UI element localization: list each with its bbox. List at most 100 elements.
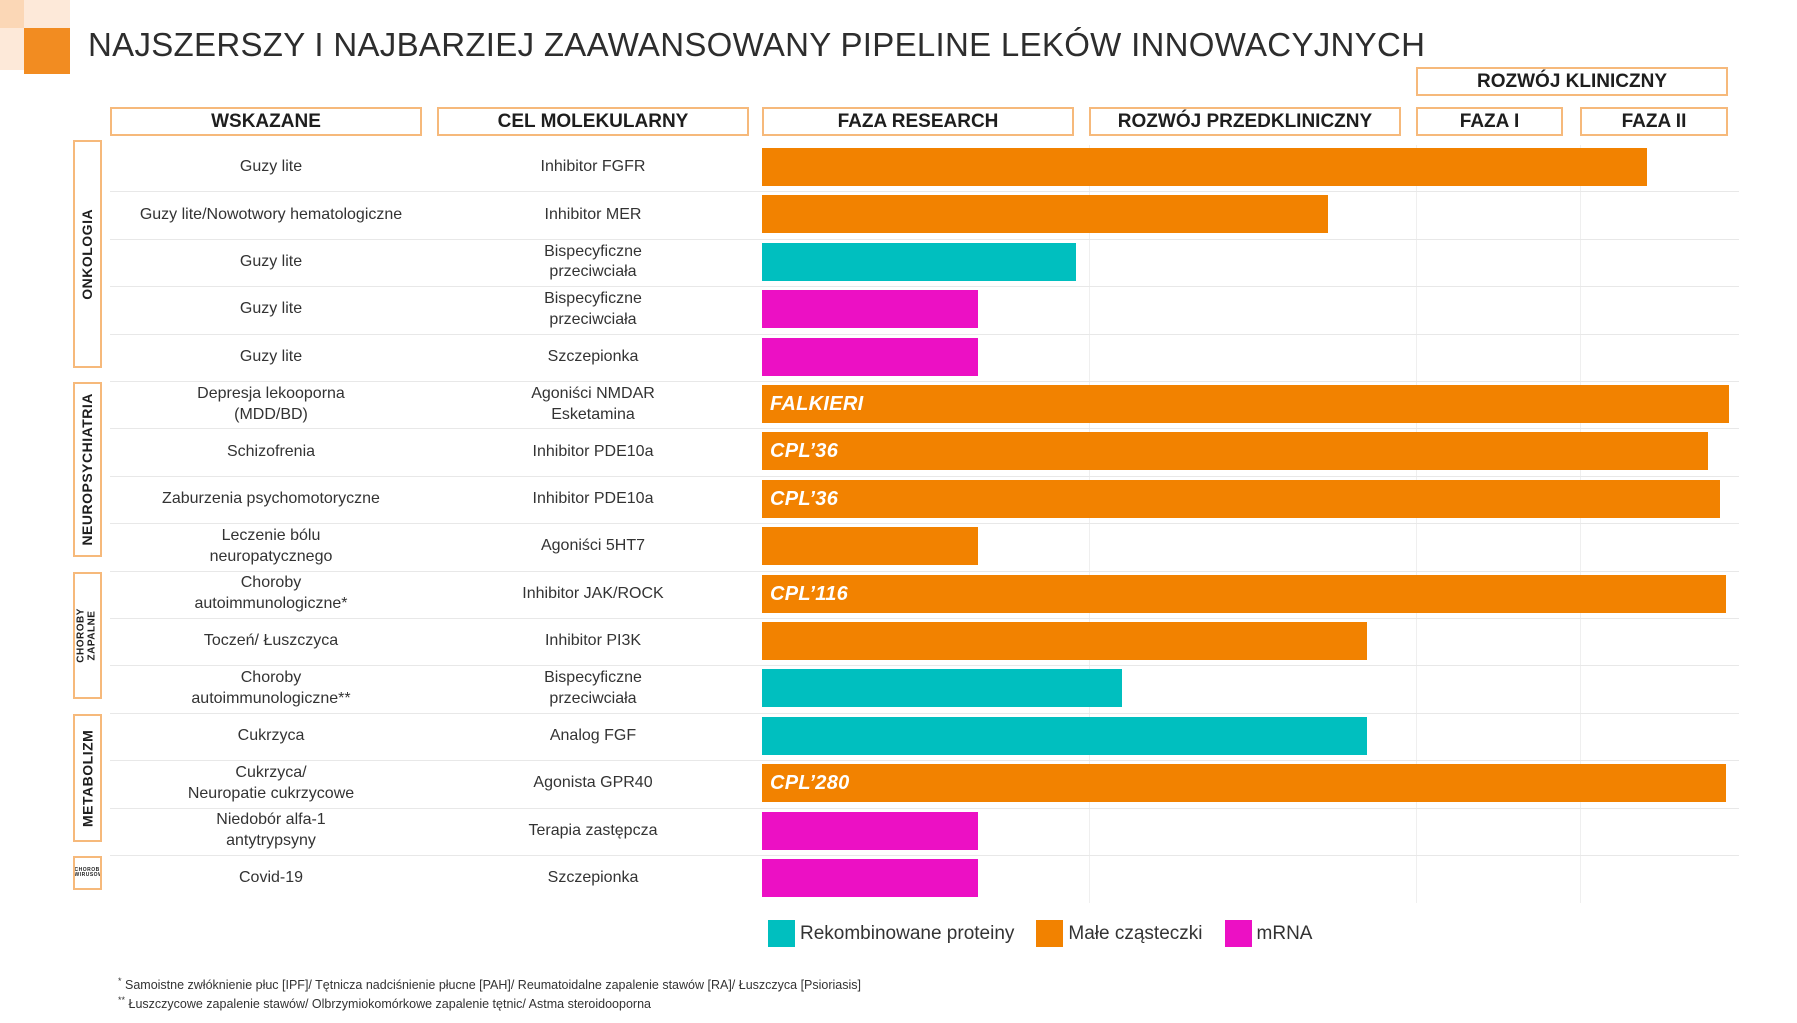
row-divider <box>110 475 1739 477</box>
row-divider <box>110 523 1739 525</box>
indication-cell: Depresja lekooporna (MDD/BD) <box>197 384 345 423</box>
footnotes: * Samoistne zwłóknienie płuc [IPF]/ Tętn… <box>118 975 861 1014</box>
indication-cell: Cukrzyca/ Neuropatie cukrzycowe <box>187 764 355 802</box>
category-label: CHOROBY WIRUSOWE <box>74 866 102 878</box>
pipeline-bar <box>762 764 1727 803</box>
bar-label: CPL’116 <box>770 582 849 605</box>
target-cell: Agoniści 5HT7 <box>540 537 646 555</box>
indication-cell: Toczeń/ Łuszczyca <box>203 632 339 650</box>
pipeline-bar <box>762 337 978 376</box>
target-cell: Inhibitor PDE10a <box>532 490 654 508</box>
legend-swatch-mrna <box>1224 920 1252 947</box>
indication-cell: Guzy lite <box>239 300 303 318</box>
row-divider <box>110 286 1739 288</box>
target-cell: Inhibitor PI3K <box>544 632 642 650</box>
pipeline-bar <box>762 385 1729 423</box>
row-divider <box>110 618 1739 619</box>
category-choroby-zapalne: CHOROBY ZAPALNE <box>73 572 102 699</box>
target-cell: Bispecyficzne przeciwciała <box>544 669 642 708</box>
indication-cell: Covid-19 <box>238 869 304 887</box>
category-label: NEUROPSYCHIATRIA <box>79 393 96 546</box>
legend-label: mRNA <box>1256 922 1313 944</box>
row-divider <box>110 191 1739 193</box>
header-research: FAZA RESEARCH <box>762 107 1074 136</box>
category-label: METABOLIZM <box>79 729 96 827</box>
row-divider <box>110 665 1739 667</box>
pipeline-bar <box>762 716 1367 755</box>
indication-cell: Niedobór alfa-1 antytrypsyny <box>216 811 326 850</box>
target-cell: Inhibitor MER <box>544 205 642 223</box>
row-divider <box>110 428 1739 430</box>
legend-swatch-small <box>1036 920 1064 947</box>
logo-square-orange <box>24 28 70 74</box>
category-neuropsychiatria: NEUROPSYCHIATRIA <box>73 382 102 557</box>
pipeline-bar <box>762 148 1648 186</box>
indication-cell: Zaburzenia psychomotoryczne <box>162 490 380 508</box>
row-divider <box>110 333 1739 335</box>
bar-label: CPL’36 <box>770 440 839 463</box>
row-divider <box>110 855 1739 856</box>
bar-label: CPL’36 <box>770 487 839 510</box>
legend-item-mrna: mRNA <box>1224 920 1313 947</box>
pipeline-bar <box>762 811 978 850</box>
header-preclinical: ROZWÓJ PRZEDKLINICZNY <box>1089 107 1401 136</box>
target-cell: Agoniści NMDAR Esketamina <box>531 384 655 423</box>
category-label: CHOROBY ZAPALNE <box>76 608 98 663</box>
footnote-text: Łuszczycowe zapalenie stawów/ Olbrzymiok… <box>128 997 651 1012</box>
pipeline-bar <box>762 574 1727 613</box>
category-onkologia: ONKOLOGIA <box>73 140 102 368</box>
pipeline-bar <box>762 622 1367 660</box>
pipeline-bar <box>762 432 1709 471</box>
legend-label: Małe cząsteczki <box>1068 922 1203 944</box>
stage-divider <box>1416 145 1417 904</box>
header-clinical: ROZWÓJ KLINICZNY <box>1416 67 1728 96</box>
indication-cell: Cukrzyca <box>237 727 305 745</box>
pipeline-bar <box>762 669 1122 708</box>
target-cell: Inhibitor FGFR <box>540 158 646 176</box>
legend-item-small: Małe cząsteczki <box>1036 920 1203 947</box>
category-metabolizm: METABOLIZM <box>73 714 102 842</box>
target-cell: Analog FGF <box>549 727 637 745</box>
indication-cell: Choroby autoimmunologiczne** <box>191 669 351 708</box>
legend-item-protein: Rekombinowane proteiny <box>768 920 1014 947</box>
stage-divider <box>1580 145 1581 904</box>
target-cell: Bispecyficzne przeciwciała <box>544 242 642 281</box>
target-cell: Bispecyficzne przeciwciała <box>544 290 642 328</box>
pipeline-bar <box>762 859 978 897</box>
page-title: NAJSZERSZY I NAJBARZIEJ ZAAWANSOWANY PIP… <box>88 26 1426 63</box>
footnote-2: ** Łuszczycowe zapalenie stawów/ Olbrzym… <box>118 994 861 1013</box>
footnote-text: Samoistne zwłóknienie płuc [IPF]/ Tętnic… <box>125 978 862 993</box>
row-divider <box>110 807 1739 809</box>
pipeline-bar <box>762 242 1076 281</box>
logo-square-pale <box>0 0 24 28</box>
pipeline-bar <box>762 479 1721 518</box>
target-cell: Agonista GPR40 <box>533 774 653 792</box>
row-divider <box>110 238 1739 240</box>
bar-label: CPL’280 <box>770 772 850 795</box>
header-phase1: FAZA I <box>1416 107 1563 136</box>
indication-cell: Guzy lite <box>239 158 303 176</box>
footnote-1: * Samoistne zwłóknienie płuc [IPF]/ Tętn… <box>118 975 861 994</box>
indication-cell: Guzy lite <box>239 253 303 271</box>
row-divider <box>110 381 1739 382</box>
legend: Rekombinowane proteiny Małe cząsteczki m… <box>768 920 1334 947</box>
indication-cell: Schizofrenia <box>226 442 316 460</box>
target-cell: Szczepionka <box>547 347 639 365</box>
pipeline-bar <box>762 290 978 329</box>
target-cell: Inhibitor PDE10a <box>532 442 654 460</box>
category-choroby-wirusowe: CHOROBY WIRUSOWE <box>73 856 102 890</box>
footnote-mark: ** <box>118 995 126 1006</box>
legend-swatch-protein <box>768 920 795 947</box>
category-label: ONKOLOGIA <box>79 208 96 300</box>
header-cel: CEL MOLEKULARNY <box>437 107 749 136</box>
stage-divider <box>1089 145 1090 904</box>
row-divider <box>110 570 1739 572</box>
target-cell: Szczepionka <box>547 869 639 887</box>
target-cell: Terapia zastępcza <box>528 821 658 839</box>
legend-label: Rekombinowane proteiny <box>800 922 1015 944</box>
row-divider <box>110 760 1739 762</box>
header-phase2: FAZA II <box>1580 107 1728 136</box>
pipeline-bar <box>762 527 978 566</box>
footnote-mark: * <box>118 976 122 986</box>
indication-cell: Guzy lite <box>239 347 303 365</box>
